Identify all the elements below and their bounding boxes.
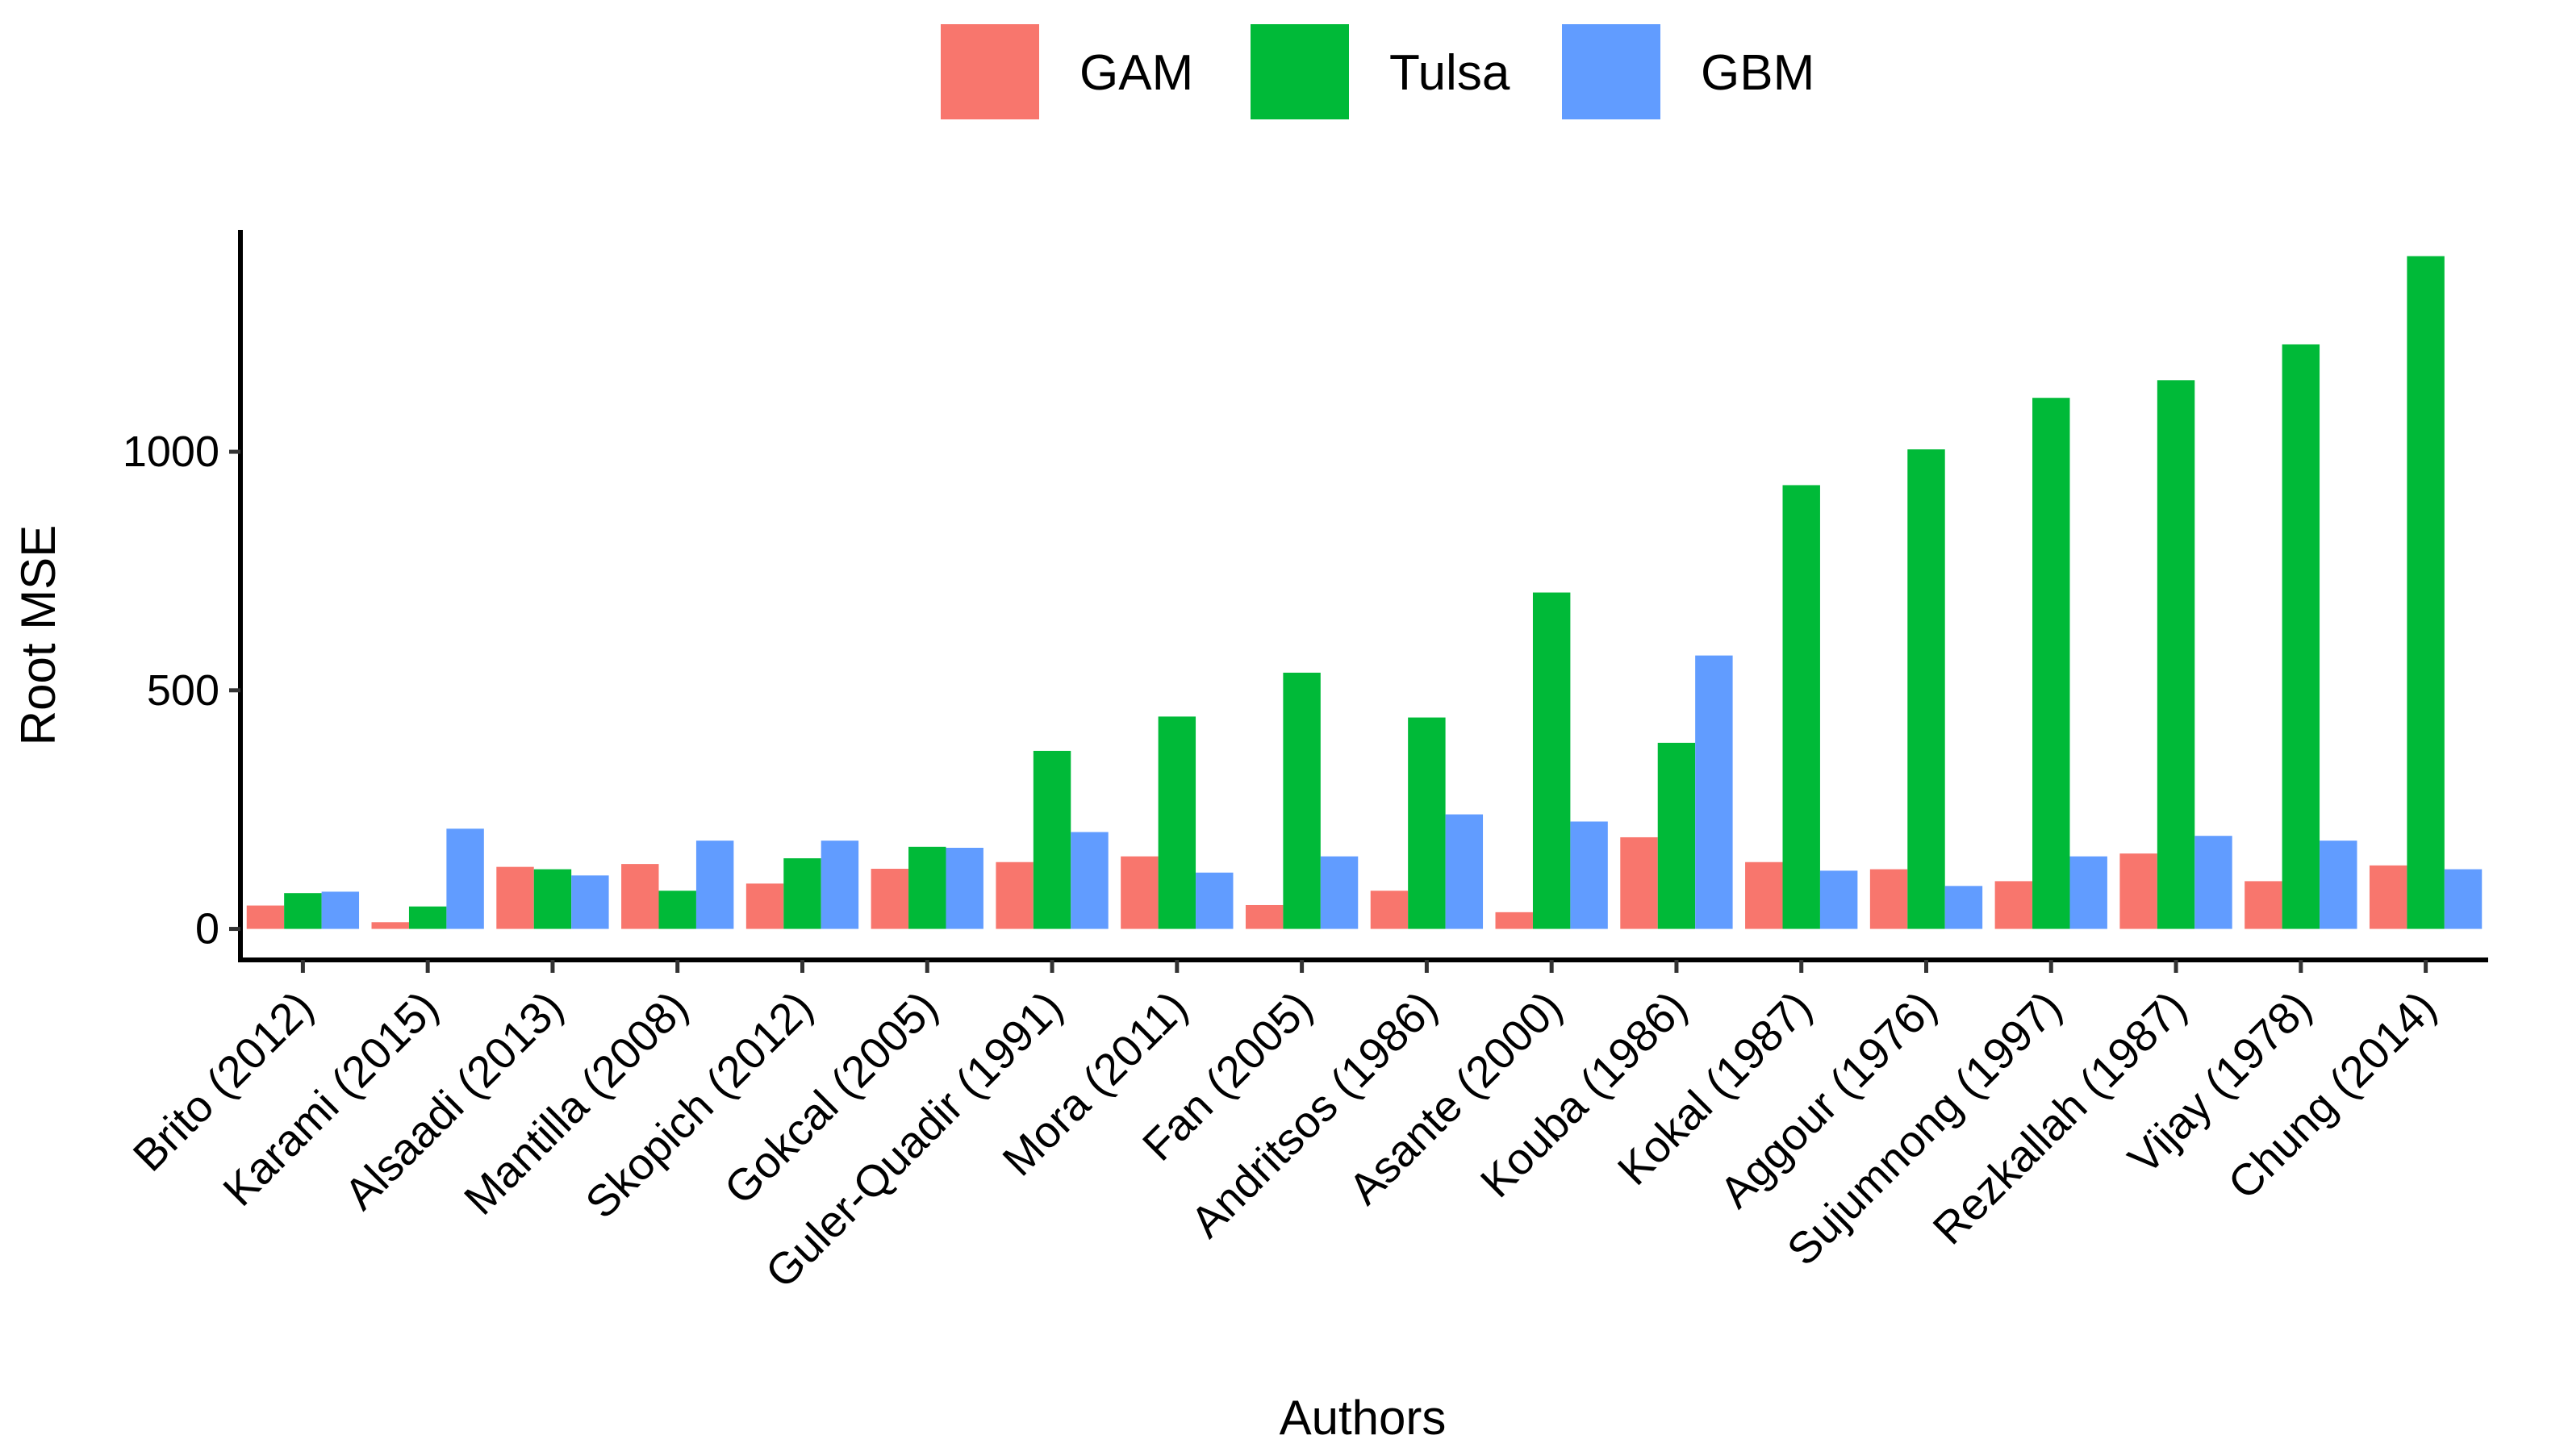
bar-tulsa-8 bbox=[1283, 672, 1321, 929]
bar-gam-5 bbox=[871, 869, 909, 929]
y-tick-label: 0 bbox=[195, 905, 219, 953]
bar-gbm-11 bbox=[1695, 655, 1733, 929]
x-tick-label: Skopich (2012) bbox=[576, 982, 822, 1228]
x-tick-label: Mantilla (2008) bbox=[454, 982, 697, 1224]
bar-gbm-7 bbox=[1196, 872, 1234, 929]
x-tick-label: Gokcal (2005) bbox=[715, 982, 947, 1214]
y-tick-label: 1000 bbox=[123, 428, 219, 476]
legend-key-tulsa bbox=[1251, 24, 1349, 119]
bar-gam-9 bbox=[1370, 891, 1409, 929]
bar-gam-10 bbox=[1495, 912, 1533, 929]
bar-gbm-10 bbox=[1570, 821, 1608, 929]
bar-tulsa-1 bbox=[408, 906, 447, 929]
bar-gbm-4 bbox=[821, 841, 859, 929]
legend-key-gbm bbox=[1562, 24, 1660, 119]
bar-gbm-9 bbox=[1445, 814, 1484, 929]
bar-gam-6 bbox=[996, 862, 1034, 929]
bar-gbm-17 bbox=[2444, 869, 2483, 929]
bar-gbm-12 bbox=[1819, 870, 1858, 929]
bar-tulsa-14 bbox=[2032, 398, 2070, 929]
bar-gbm-16 bbox=[2320, 841, 2357, 929]
bar-gbm-2 bbox=[571, 875, 609, 929]
bar-tulsa-2 bbox=[533, 869, 572, 929]
x-tick-label: Aggour (1976) bbox=[1710, 982, 1946, 1217]
bar-gbm-6 bbox=[1071, 832, 1109, 929]
bar-tulsa-0 bbox=[284, 893, 322, 929]
bar-gam-13 bbox=[1869, 869, 1908, 929]
x-tick-label: Asante (2000) bbox=[1339, 982, 1572, 1214]
bar-tulsa-7 bbox=[1158, 716, 1196, 929]
bar-tulsa-10 bbox=[1532, 592, 1571, 929]
bar-gbm-5 bbox=[946, 848, 983, 929]
legend-label-gbm: GBM bbox=[1701, 45, 1814, 101]
x-tick-label: Karami (2015) bbox=[213, 982, 447, 1216]
bar-gbm-15 bbox=[2194, 836, 2232, 929]
bar-gam-2 bbox=[496, 866, 534, 929]
bars-layer bbox=[246, 256, 2483, 929]
bar-gam-15 bbox=[2119, 853, 2157, 929]
bar-tulsa-12 bbox=[1782, 485, 1820, 929]
bar-gam-4 bbox=[745, 883, 784, 929]
x-tick-label: Alsaadi (2013) bbox=[335, 982, 573, 1220]
bar-gbm-0 bbox=[321, 891, 360, 929]
bar-gam-12 bbox=[1745, 862, 1783, 929]
bar-gam-8 bbox=[1245, 904, 1284, 929]
legend: GAM Tulsa GBM bbox=[941, 24, 1814, 119]
x-axis-title: Authors bbox=[1280, 1391, 1447, 1445]
bar-tulsa-15 bbox=[2157, 380, 2195, 929]
bar-gbm-8 bbox=[1320, 856, 1359, 929]
bar-tulsa-11 bbox=[1657, 742, 1696, 929]
bar-gam-11 bbox=[1620, 836, 1658, 929]
bar-tulsa-3 bbox=[658, 891, 696, 929]
bar-gbm-14 bbox=[2069, 856, 2107, 929]
bar-gam-7 bbox=[1121, 856, 1159, 929]
bar-gam-1 bbox=[371, 922, 409, 929]
bar-tulsa-13 bbox=[1907, 449, 1945, 929]
legend-key-gam bbox=[941, 24, 1039, 119]
bar-tulsa-4 bbox=[783, 858, 821, 929]
y-axis-title: Root MSE bbox=[11, 525, 65, 745]
bar-tulsa-5 bbox=[908, 846, 946, 929]
bar-tulsa-16 bbox=[2282, 344, 2320, 929]
bar-gam-14 bbox=[1994, 881, 2033, 929]
bar-gbm-1 bbox=[446, 828, 484, 929]
bar-gbm-3 bbox=[695, 841, 734, 929]
bar-tulsa-6 bbox=[1033, 750, 1071, 929]
legend-label-gam: GAM bbox=[1079, 45, 1193, 101]
bar-gam-3 bbox=[621, 864, 659, 929]
bar-gam-17 bbox=[2369, 865, 2407, 929]
bar-gam-16 bbox=[2245, 881, 2282, 929]
bar-tulsa-17 bbox=[2407, 256, 2445, 929]
legend-label-tulsa: Tulsa bbox=[1389, 45, 1510, 101]
bar-tulsa-9 bbox=[1408, 717, 1446, 929]
bar-gam-0 bbox=[246, 905, 285, 929]
y-tick-label: 500 bbox=[147, 666, 219, 715]
bar-gbm-13 bbox=[1944, 886, 1983, 929]
